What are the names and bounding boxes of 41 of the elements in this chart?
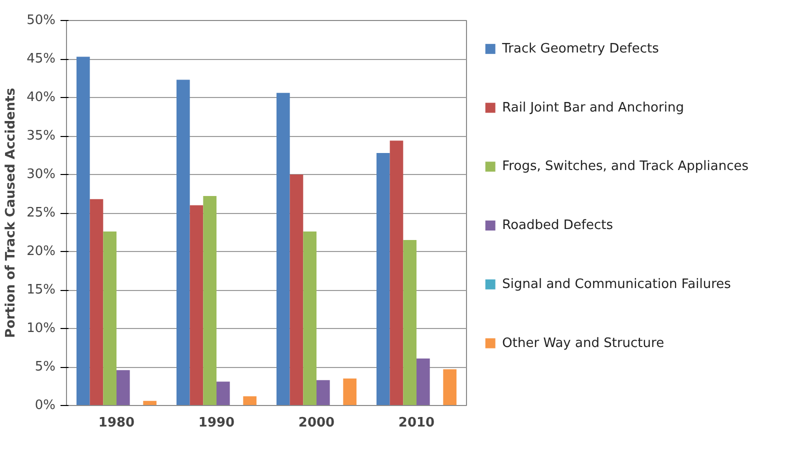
legend-label: Rail Joint Bar and Anchoring: [502, 100, 684, 116]
bar: [203, 196, 216, 406]
y-tick-label: 40%: [26, 90, 56, 105]
bar: [76, 56, 90, 406]
bar: [290, 174, 304, 406]
y-tick-label: 20%: [26, 244, 56, 259]
y-tick-label: 50%: [26, 13, 56, 28]
bar: [376, 152, 390, 406]
bar: [176, 80, 190, 406]
bar: [276, 92, 290, 406]
bar: [316, 380, 330, 406]
x-tick-label: 1980: [98, 416, 135, 430]
y-tick-label: 15%: [26, 282, 56, 298]
y-tick-label: 45%: [26, 52, 56, 66]
bar: [190, 205, 204, 406]
y-tick-label: 25%: [26, 206, 56, 220]
bar: [90, 199, 104, 406]
y-axis-title: Portion of Track Caused Accidents: [4, 88, 19, 338]
y-tick-label: 35%: [26, 128, 56, 144]
bar: [216, 382, 230, 406]
x-tick-label: 2010: [398, 416, 435, 430]
bar: [103, 231, 116, 406]
bar: [416, 358, 430, 406]
y-tick-label: 0%: [34, 398, 56, 413]
legend-label: Other Way and Structure: [502, 336, 664, 351]
bar: [443, 369, 456, 406]
bar: [116, 370, 130, 406]
bar: [303, 231, 316, 406]
bar: [343, 378, 356, 406]
x-tick-label: 2000: [298, 416, 335, 430]
legend-label: Track Geometry Defects: [501, 41, 660, 56]
y-tick-label: 5%: [34, 360, 56, 374]
legend-label: Roadbed Defects: [502, 218, 614, 234]
x-tick-label: 1990: [198, 416, 235, 430]
legend-label: Frogs, Switches, and Track Appliances: [502, 159, 749, 174]
y-tick-label: 30%: [26, 167, 56, 182]
legend-label: Signal and Communication Failures: [502, 276, 732, 292]
bar: [403, 240, 416, 406]
y-tick-label: 10%: [26, 321, 56, 336]
bar: [243, 396, 256, 406]
bar: [390, 140, 404, 406]
